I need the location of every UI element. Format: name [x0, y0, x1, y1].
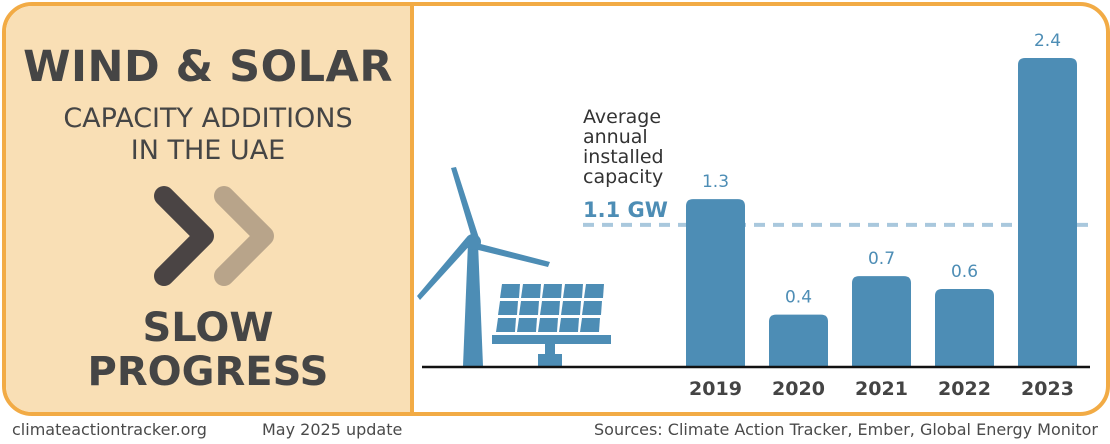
solar-panel-base	[538, 354, 562, 366]
solar-panel-icon	[492, 284, 611, 366]
double-chevron-right-icon	[154, 186, 274, 286]
solar-cell	[561, 301, 581, 315]
category-label-2023: 2023	[1021, 378, 1074, 400]
infographic-frame: WIND & SOLAR CAPACITY ADDITIONS IN THE U…	[2, 2, 1110, 416]
footer-update: May 2025 update	[262, 420, 403, 439]
annotation-line-3: installed	[583, 146, 664, 168]
solar-cell	[496, 318, 516, 332]
bar-2021	[852, 276, 911, 366]
category-label-2020: 2020	[772, 378, 825, 400]
solar-cell	[540, 301, 560, 315]
solar-cell	[542, 284, 562, 298]
solar-cell	[563, 284, 583, 298]
solar-cell	[582, 301, 602, 315]
annotation-line-1: Average	[583, 106, 661, 128]
average-value-label: 1.1 GW	[583, 198, 668, 222]
subtitle-line-2: IN THE UAE	[130, 135, 286, 166]
bar-chart: Average annual installed capacity 1.1 GW…	[417, 31, 1090, 400]
solar-cell	[584, 284, 604, 298]
subtitle-line-1: CAPACITY ADDITIONS	[63, 103, 353, 134]
value-label-2021: 0.7	[868, 249, 895, 269]
solar-cell	[559, 318, 579, 332]
bar-2020	[769, 314, 828, 366]
main-title: WIND & SOLAR	[23, 42, 393, 92]
wind-turbine-icon	[417, 167, 550, 366]
bar-2022	[935, 289, 994, 366]
category-label-2019: 2019	[689, 378, 742, 400]
solar-cell	[517, 318, 537, 332]
status: SLOW PROGRESS	[6, 306, 410, 394]
solar-cell	[580, 318, 600, 332]
solar-cell	[538, 318, 558, 332]
value-label-2020: 0.4	[785, 288, 812, 308]
category-label-2022: 2022	[938, 378, 991, 400]
bar-2019	[686, 199, 745, 366]
solar-cell	[519, 301, 539, 315]
solar-panel-post	[545, 344, 555, 356]
annotation-line-4: capacity	[583, 166, 663, 188]
solar-cell	[521, 284, 541, 298]
value-label-2023: 2.4	[1034, 31, 1061, 51]
bar-2023	[1018, 58, 1077, 366]
footer-sources: Sources: Climate Action Tracker, Ember, …	[594, 420, 1098, 439]
category-label-2021: 2021	[855, 378, 908, 400]
solar-panel-frame	[492, 335, 611, 344]
solar-cell	[500, 284, 520, 298]
value-label-2019: 1.3	[702, 172, 729, 192]
left-panel: WIND & SOLAR CAPACITY ADDITIONS IN THE U…	[6, 6, 414, 412]
status-line-1: SLOW	[142, 305, 274, 351]
status-line-2: PROGRESS	[87, 349, 329, 395]
average-annotation: Average annual installed capacity 1.1 GW	[583, 106, 668, 222]
footer-website: climateactiontracker.org	[12, 420, 207, 439]
value-label-2022: 0.6	[951, 262, 978, 282]
subtitle: CAPACITY ADDITIONS IN THE UAE	[6, 103, 410, 167]
solar-cell	[498, 301, 518, 315]
annotation-line-2: annual	[583, 126, 648, 148]
